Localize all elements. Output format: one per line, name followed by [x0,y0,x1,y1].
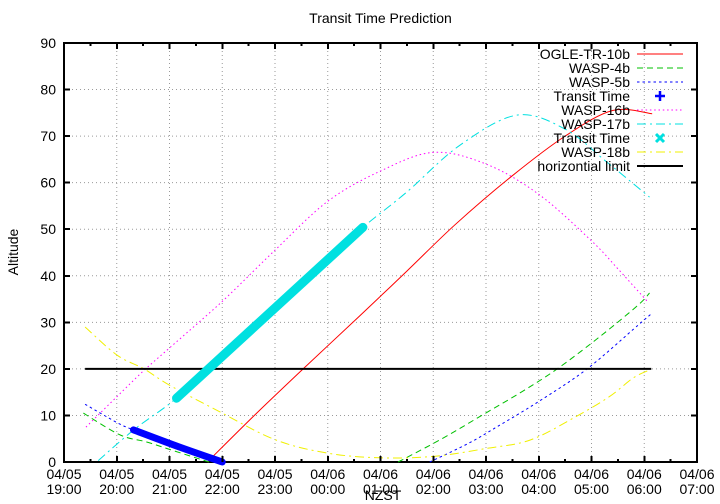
svg-text:WASP-4b: WASP-4b [569,60,630,76]
svg-text:04/06: 04/06 [468,466,503,482]
svg-text:60: 60 [40,175,56,191]
x-axis-label: NZST [364,487,402,503]
svg-text:OGLE-TR-10b: OGLE-TR-10b [540,46,630,62]
svg-text:10: 10 [40,407,56,423]
svg-text:horizontial limit: horizontial limit [537,158,630,174]
svg-text:01:00: 01:00 [363,481,398,497]
svg-text:04/05: 04/05 [257,466,292,482]
svg-text:04/05: 04/05 [99,466,134,482]
svg-text:04/05: 04/05 [205,466,240,482]
svg-text:WASP-17b: WASP-17b [561,116,630,132]
svg-text:19:00: 19:00 [46,481,81,497]
svg-text:04/06: 04/06 [521,466,556,482]
svg-text:22:00: 22:00 [205,481,240,497]
svg-text:04/06: 04/06 [416,466,451,482]
svg-text:04/05: 04/05 [152,466,187,482]
svg-text:04/06: 04/06 [363,466,398,482]
svg-text:40: 40 [40,268,56,284]
svg-text:Transit Time: Transit Time [554,130,631,146]
svg-text:70: 70 [40,128,56,144]
svg-text:80: 80 [40,82,56,98]
svg-text:04/06: 04/06 [310,466,345,482]
svg-text:WASP-18b: WASP-18b [561,144,630,160]
svg-text:00:00: 00:00 [310,481,345,497]
svg-text:50: 50 [40,221,56,237]
chart-title: Transit Time Prediction [309,10,452,26]
svg-text:05:00: 05:00 [574,481,609,497]
svg-text:30: 30 [40,314,56,330]
svg-text:04/05: 04/05 [46,466,81,482]
svg-text:03:00: 03:00 [468,481,503,497]
svg-text:21:00: 21:00 [152,481,187,497]
svg-text:04/06: 04/06 [679,466,714,482]
svg-text:WASP-16b: WASP-16b [561,102,630,118]
svg-text:04/06: 04/06 [574,466,609,482]
svg-text:04:00: 04:00 [521,481,556,497]
svg-text:Transit Time: Transit Time [554,88,631,104]
svg-text:WASP-5b: WASP-5b [569,74,630,90]
svg-text:20: 20 [40,361,56,377]
svg-text:07:00: 07:00 [679,481,714,497]
svg-text:02:00: 02:00 [416,481,451,497]
svg-text:06:00: 06:00 [627,481,662,497]
svg-text:23:00: 23:00 [257,481,292,497]
svg-text:90: 90 [40,35,56,51]
svg-text:0: 0 [48,454,56,470]
svg-text:04/06: 04/06 [627,466,662,482]
svg-text:20:00: 20:00 [99,481,134,497]
